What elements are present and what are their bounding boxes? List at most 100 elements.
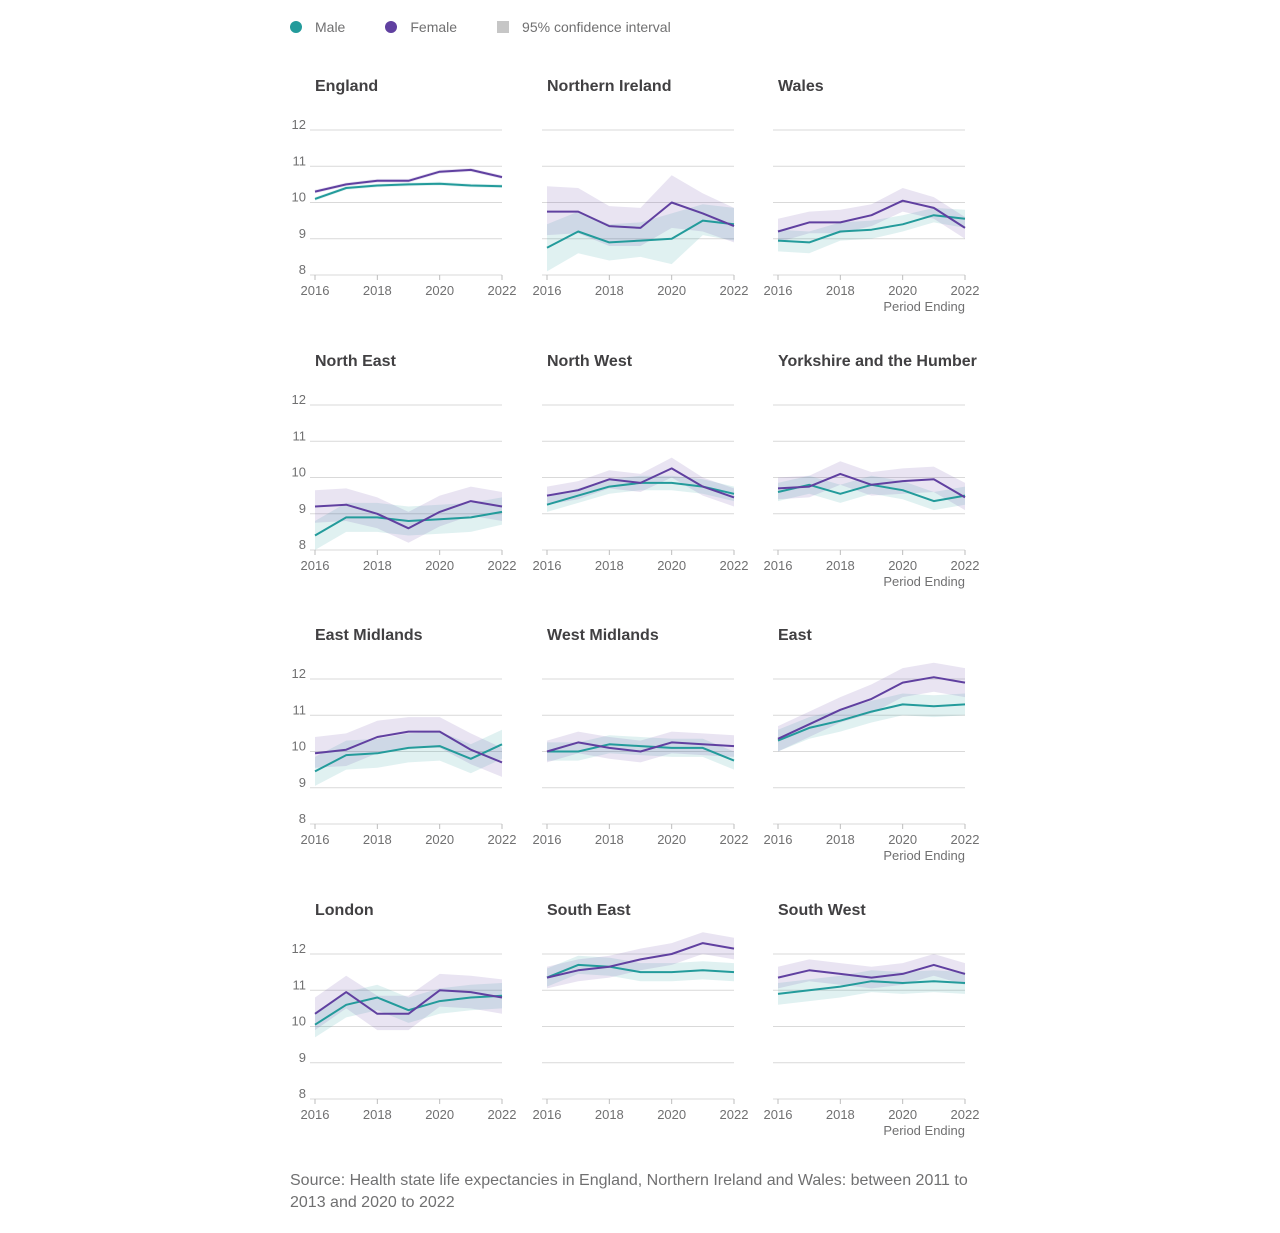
male-series-line — [777, 214, 966, 244]
x-tick-label: 2018 — [595, 558, 624, 573]
x-tick-label: 2022 — [720, 1107, 749, 1122]
y-tick-label: 10 — [292, 190, 306, 205]
female-series-line — [777, 963, 966, 979]
x-tick-label: 2022 — [951, 558, 980, 573]
x-tick-label: 2020 — [888, 283, 917, 298]
x-tick-label: 2016 — [301, 1107, 330, 1122]
panel-south-east: South East 2016 2018 2020 2022 — [533, 902, 749, 1122]
male-ci-band — [778, 970, 965, 1005]
male-series-line — [314, 743, 503, 773]
legend: Male Female 95% confidence interval — [290, 17, 711, 37]
x-tick-label: 2016 — [533, 1107, 562, 1122]
x-tick-label: 2018 — [363, 1107, 392, 1122]
x-tick-label: 2018 — [363, 558, 392, 573]
x-tick-label: 2022 — [951, 283, 980, 298]
x-tick-label: 2016 — [764, 832, 793, 847]
panel-title: South East — [547, 902, 631, 919]
x-tick-label: 2018 — [826, 283, 855, 298]
x-tick-label: 2018 — [826, 1107, 855, 1122]
male-series-line — [777, 703, 966, 742]
male-ci-band — [778, 693, 965, 752]
female-ci-band — [547, 175, 734, 246]
y-tick-label: 9 — [299, 501, 306, 516]
x-tick-label: 2020 — [657, 283, 686, 298]
y-tick-label: 9 — [299, 775, 306, 790]
y-tick-label: 11 — [293, 153, 307, 168]
x-tick-label: 2020 — [425, 558, 454, 573]
male-series-line — [314, 182, 503, 200]
female-ci-band — [778, 954, 965, 989]
x-tick-label: 2020 — [657, 558, 686, 573]
x-tick-label: 2016 — [764, 1107, 793, 1122]
x-tick-label: 2018 — [826, 832, 855, 847]
y-tick-label: 12 — [292, 666, 306, 681]
y-tick-label: 11 — [293, 702, 307, 717]
panel-title: West Midlands — [547, 627, 659, 644]
female-series-line — [314, 500, 503, 530]
panel-west-midlands: West Midlands 2016 2018 2020 2022 — [533, 627, 749, 847]
legend-female[interactable]: Female — [385, 19, 457, 35]
y-tick-label: 12 — [292, 392, 306, 407]
legend-female-label: Female — [410, 19, 458, 35]
source-note: Source: Health state life expectancies i… — [290, 1172, 968, 1211]
panel-title: London — [315, 902, 374, 919]
x-tick-label: 2022 — [720, 283, 749, 298]
male-series-line — [547, 743, 735, 762]
panel-england: England 8 9 10 11 12 2016 2018 2020 2022 — [292, 78, 517, 298]
female-series-line — [777, 199, 966, 233]
panel-north-east: North East 8 9 10 11 12 2016 2018 2020 2022 — [292, 353, 517, 573]
legend-male[interactable]: Male — [290, 19, 345, 35]
male-ci-band — [778, 475, 965, 511]
y-tick-label: 12 — [292, 117, 306, 132]
male-series-line — [546, 219, 735, 249]
y-tick-label: 11 — [293, 977, 307, 992]
y-tick-label: 9 — [299, 226, 306, 241]
legend-male-label: Male — [315, 19, 346, 35]
x-tick-label: 2016 — [533, 832, 562, 847]
male-series-line — [777, 980, 966, 995]
x-tick-label: 2020 — [657, 832, 686, 847]
x-tick-label: 2020 — [657, 1107, 686, 1122]
y-tick-label: 8 — [299, 811, 306, 826]
x-tick-label: 2018 — [826, 558, 855, 573]
panel-title: Yorkshire and the Humber — [778, 353, 977, 370]
x-tick-label: 2018 — [363, 283, 392, 298]
legend-ci[interactable]: 95% confidence interval — [497, 19, 671, 35]
panel-yorkshire-and-the-humber: Yorkshire and the Humber 2016 2018 2020 2022… — [764, 353, 980, 589]
y-tick-label: 10 — [292, 465, 306, 480]
y-tick-label: 12 — [292, 941, 306, 956]
y-tick-label: 10 — [292, 739, 306, 754]
x-tick-label: 2022 — [488, 558, 517, 573]
x-tick-label: 2020 — [888, 558, 917, 573]
y-tick-label: 11 — [293, 428, 307, 443]
y-tick-label: 9 — [299, 1050, 306, 1065]
male-ci-band — [315, 497, 502, 550]
panel-title: South West — [778, 902, 866, 919]
x-tick-label: 2016 — [301, 832, 330, 847]
x-axis-label: Period Ending — [883, 299, 965, 314]
female-series-line — [314, 730, 503, 764]
panel-london: London 8 9 10 11 12 2016 2018 2020 2022 — [292, 902, 517, 1122]
female-ci-band — [315, 973, 502, 1031]
female-ci-band — [778, 662, 965, 752]
panel-title: North East — [315, 353, 397, 370]
female-series-line — [314, 989, 503, 1015]
x-tick-label: 2016 — [301, 558, 330, 573]
male-ci-band — [547, 204, 734, 272]
male-dot-icon — [290, 21, 302, 33]
x-tick-label: 2016 — [764, 558, 793, 573]
x-tick-label: 2020 — [425, 1107, 454, 1122]
female-series-line — [314, 168, 503, 193]
panel-northern-ireland: Northern Ireland 2016 2018 2020 2022 — [533, 78, 749, 298]
panel-title: North West — [547, 353, 633, 370]
y-tick-label: 8 — [299, 262, 306, 277]
panel-title: East — [778, 627, 812, 644]
male-series-line — [314, 510, 503, 537]
x-tick-label: 2022 — [720, 832, 749, 847]
x-axis-label: Period Ending — [883, 1123, 965, 1138]
x-axis-label: Period Ending — [883, 574, 965, 589]
y-tick-label: 8 — [299, 537, 306, 552]
